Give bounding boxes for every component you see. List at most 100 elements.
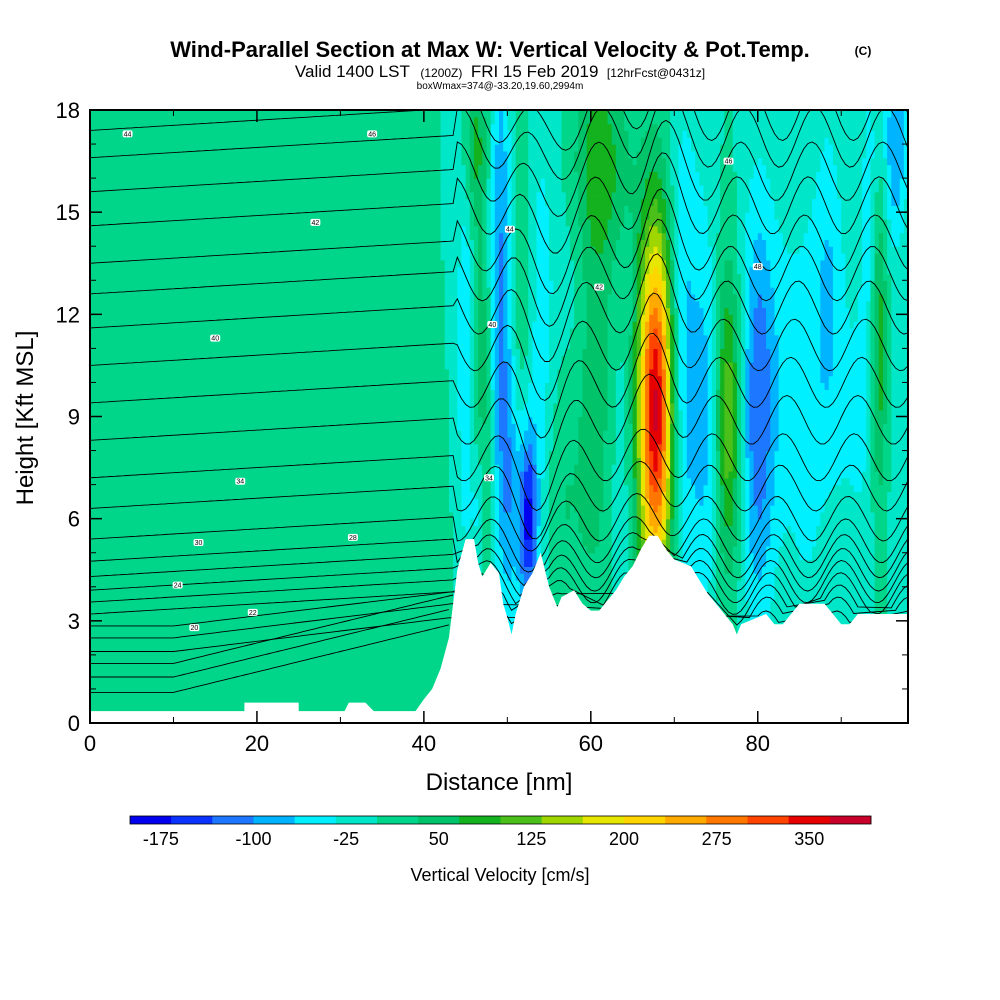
velocity-cell — [674, 525, 680, 533]
velocity-cell — [569, 341, 588, 349]
velocity-cell — [649, 232, 663, 241]
velocity-cell — [499, 137, 504, 145]
velocity-cell — [624, 375, 629, 384]
velocity-cell — [716, 498, 721, 506]
velocity-cell — [461, 518, 471, 527]
velocity-cell — [882, 191, 888, 200]
velocity-cell — [461, 436, 471, 445]
velocity-cell — [494, 539, 500, 547]
velocity-cell — [870, 477, 880, 486]
velocity-cell — [553, 409, 584, 418]
velocity-cell — [891, 184, 901, 193]
velocity-cell — [707, 579, 717, 588]
velocity-cell — [628, 205, 642, 213]
velocity-cell — [862, 259, 872, 268]
velocity-cell — [640, 423, 646, 431]
velocity-cell — [536, 450, 546, 458]
velocity-cell — [503, 552, 521, 561]
velocity-cell — [874, 280, 888, 288]
velocity-cell — [649, 484, 655, 493]
velocity-cell — [824, 137, 830, 145]
velocity-cell — [716, 545, 721, 554]
velocity-cell — [695, 293, 713, 302]
velocity-cell — [674, 491, 680, 499]
velocity-cell — [749, 266, 771, 275]
velocity-cell — [632, 457, 638, 465]
velocity-cell — [707, 450, 713, 458]
velocity-cell — [862, 157, 872, 166]
velocity-cell — [90, 218, 442, 227]
velocity-cell — [686, 348, 709, 356]
velocity-cell — [473, 430, 492, 438]
velocity-cell — [90, 396, 450, 404]
velocity-cell — [799, 246, 826, 254]
velocity-cell — [670, 239, 675, 247]
velocity-cell — [678, 253, 713, 261]
velocity-cell — [745, 409, 750, 418]
velocity-cell — [569, 239, 584, 247]
velocity-cell — [711, 341, 717, 349]
velocity-cell — [757, 511, 763, 520]
velocity-cell — [720, 518, 725, 527]
velocity-cell — [494, 287, 500, 295]
velocity-cell — [594, 246, 604, 254]
velocity-cell — [603, 484, 613, 493]
velocity-cell — [645, 423, 650, 431]
velocity-cell — [490, 123, 500, 132]
velocity-cell — [716, 314, 721, 322]
velocity-cell — [820, 273, 834, 281]
velocity-cell — [473, 362, 479, 370]
velocity-cell — [603, 450, 617, 458]
velocity-cell — [732, 409, 738, 418]
velocity-cell — [473, 327, 479, 336]
velocity-cell — [499, 266, 504, 275]
velocity-cell — [882, 375, 888, 384]
velocity-cell — [515, 253, 529, 261]
velocity-cell — [640, 464, 646, 472]
velocity-cell — [820, 518, 876, 527]
velocity-cell — [670, 218, 675, 227]
velocity-cell — [841, 205, 863, 213]
velocity-cell — [90, 293, 446, 302]
velocity-cell — [90, 525, 454, 533]
velocity-cell — [736, 498, 742, 506]
velocity-cell — [670, 280, 675, 288]
velocity-cell — [732, 505, 738, 513]
velocity-cell — [486, 341, 492, 349]
velocity-cell — [891, 307, 908, 315]
velocity-cell — [682, 450, 688, 458]
velocity-cell — [891, 409, 908, 418]
velocity-cell — [624, 436, 634, 445]
x-tick-label: 0 — [84, 731, 96, 756]
velocity-cell — [469, 137, 475, 145]
velocity-cell — [832, 321, 851, 329]
velocity-cell — [736, 300, 742, 309]
velocity-cell — [645, 389, 650, 397]
velocity-cell — [632, 477, 638, 486]
velocity-cell — [686, 430, 709, 438]
velocity-cell — [582, 402, 609, 411]
contour-label-bg — [172, 581, 183, 589]
velocity-cell — [90, 232, 442, 241]
velocity-cell — [524, 464, 529, 472]
velocity-cell — [440, 246, 463, 254]
velocity-cell — [716, 409, 721, 418]
velocity-cell — [732, 566, 742, 574]
velocity-cell — [736, 246, 746, 254]
velocity-cell — [528, 341, 533, 349]
velocity-cell — [870, 239, 876, 247]
velocity-cell — [90, 668, 454, 676]
velocity-cell — [645, 430, 650, 438]
velocity-cell — [507, 157, 513, 166]
velocity-cell — [778, 545, 801, 554]
velocity-cell — [640, 280, 646, 288]
velocity-cell — [816, 191, 838, 200]
velocity-cell — [636, 511, 642, 520]
velocity-cell — [745, 273, 750, 281]
velocity-cell — [720, 164, 734, 172]
velocity-cell — [549, 525, 579, 533]
velocity-cell — [90, 273, 446, 281]
velocity-cell — [670, 300, 675, 309]
velocity-cell — [866, 116, 872, 125]
velocity-cell — [599, 525, 613, 533]
